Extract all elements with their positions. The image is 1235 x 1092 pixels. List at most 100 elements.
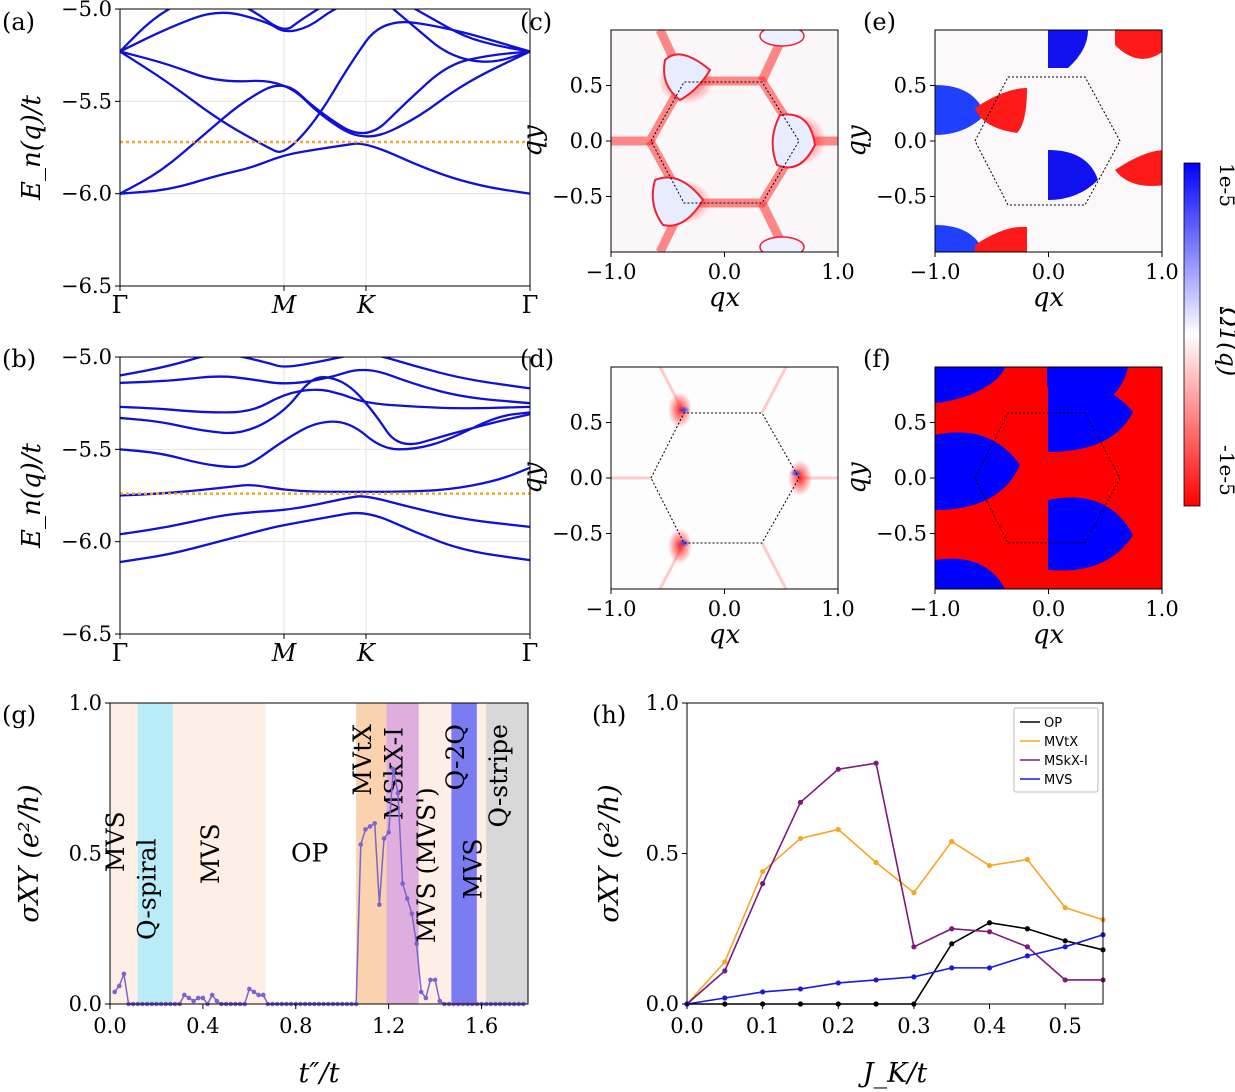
y-axis-label: qy <box>842 462 872 494</box>
panel-label-e: (e) <box>863 8 896 36</box>
band-line-2 <box>120 466 530 497</box>
series-point-OP <box>1062 938 1068 944</box>
band-line-6 <box>120 368 530 405</box>
band-line-5 <box>120 9 321 53</box>
band-line-0 <box>120 142 530 195</box>
band-lines <box>120 357 530 564</box>
band-lines <box>120 9 530 195</box>
y-tick-label: 0.5 <box>646 842 679 866</box>
phase-region-5 <box>386 703 419 1004</box>
x-tick-label: 1.0 <box>821 260 854 284</box>
y-axis-label: E_n(q)/t <box>17 95 47 201</box>
y-tick-label: 0.0 <box>646 992 679 1016</box>
sigma-point <box>437 998 443 1004</box>
legend-box <box>1013 707 1099 793</box>
sigma-point <box>121 971 127 977</box>
phase-region-1 <box>137 703 173 1004</box>
series-point-MSkX-I <box>760 881 766 887</box>
legend-label-MVtX: MVtX <box>1044 735 1078 750</box>
series-point-MVS <box>722 995 728 1001</box>
sigma-point <box>363 827 368 832</box>
y-tick-label: −5.0 <box>61 0 112 21</box>
y-tick-label: 1.0 <box>646 691 679 715</box>
y-tick-label: 0.0 <box>894 129 927 153</box>
sigma-point <box>260 992 266 998</box>
series-point-MSkX-I <box>835 766 841 772</box>
phase-label-0: MVS <box>101 811 130 872</box>
series-point-OP <box>949 941 955 947</box>
y-tick-label: −6.0 <box>61 182 112 206</box>
series-point-MVtX <box>873 859 879 866</box>
sigma-point <box>182 992 187 998</box>
phase-label-2: MVS <box>196 823 225 884</box>
x-tick-label: 0.4 <box>186 1014 219 1038</box>
phase-region-8 <box>476 703 487 1004</box>
sigma-point <box>418 989 424 995</box>
x-tick-label: 0.0 <box>93 1014 126 1038</box>
band-structure-a: −5.0−5.5−6.0−6.5Γ M K ΓE_n(q)/t <box>17 0 538 319</box>
x-tick-label: −1.0 <box>586 260 637 284</box>
y-tick-label: −0.5 <box>876 185 927 209</box>
x-tick-label: 1.6 <box>465 1014 498 1038</box>
series-line-MVS <box>686 934 1104 1005</box>
series-point-OP <box>1024 926 1030 932</box>
panel-label-a: (a) <box>2 8 35 36</box>
sigma-point <box>247 986 252 992</box>
panel-label-f: (f) <box>863 345 891 373</box>
panel-label-c: (c) <box>520 8 552 36</box>
series-line-MSkX-I <box>686 762 1103 1005</box>
x-tick-label: 0.1 <box>746 1014 779 1038</box>
sigma-point <box>367 824 373 829</box>
series-point-MSkX-I <box>986 929 993 935</box>
sigma-point <box>391 766 396 772</box>
y-tick-label: 0.0 <box>570 129 603 153</box>
series-point-MVS <box>949 965 955 971</box>
series-point-MVS <box>873 977 879 983</box>
panel-label-h: (h) <box>592 701 626 729</box>
phase-label-6: MVS (MVS') <box>412 787 441 943</box>
x-tick-label: K <box>356 639 377 667</box>
heatmap-axes: −1.0 0.0 1.0 0.5 0.0 −0.5 qx qy −1.0 0.0 1.0 0.5 0.0… <box>518 74 1179 651</box>
series-point-MVS <box>1024 953 1030 959</box>
band-line-1 <box>120 50 530 195</box>
y-tick-label: 0.0 <box>570 466 603 490</box>
sigma-point <box>409 911 415 916</box>
x-tick-label: M <box>271 639 298 667</box>
x-tick-label: M <box>271 291 298 319</box>
series-point-MVtX <box>911 890 917 896</box>
phase-label-9: Q-stripe <box>484 724 513 827</box>
band-line-1 <box>120 495 530 536</box>
sigma-point <box>381 836 387 841</box>
phase-region-6 <box>418 703 452 1004</box>
series-point-MSkX-I <box>1062 977 1068 983</box>
x-tick-label: 1.0 <box>1145 260 1178 284</box>
band-line-6 <box>412 9 530 53</box>
sigma-point <box>377 902 382 907</box>
y-tick-label: 0.5 <box>570 74 603 98</box>
band-line-5 <box>120 388 530 414</box>
y-tick-label: −5.0 <box>61 345 112 369</box>
x-axis-label: qx <box>709 620 741 650</box>
y-tick-label: 0.5 <box>570 411 603 435</box>
series-point-OP <box>986 920 993 926</box>
sigma-point <box>186 995 192 1001</box>
x-axis-label: qx <box>1033 283 1065 313</box>
x-tick-label: −1.0 <box>910 260 961 284</box>
x-tick-label: −1.0 <box>910 597 961 621</box>
sigma-point <box>432 977 438 983</box>
colorbar: 1e-5 -1e-5 Ω1(q) <box>1183 162 1235 507</box>
y-tick-label: −0.5 <box>552 185 603 209</box>
series-point-MVtX <box>1024 856 1030 863</box>
y-tick-label: 0.5 <box>894 74 927 98</box>
x-tick-label: 0.5 <box>1048 1014 1081 1038</box>
band-line-0 <box>120 511 530 564</box>
series-point-MSkX-I <box>949 926 955 932</box>
plot-frame <box>119 8 531 287</box>
x-tick-label: 0.0 <box>670 1014 703 1038</box>
colorbar-max-label: 1e-5 <box>1215 163 1235 207</box>
x-axis-label: qx <box>1033 620 1065 650</box>
y-axis-label: σXY (e²/h) <box>14 784 45 922</box>
phase-label-8: MVS <box>459 838 488 899</box>
legend: OP MVtX MSkX-I MVS <box>1013 707 1099 793</box>
